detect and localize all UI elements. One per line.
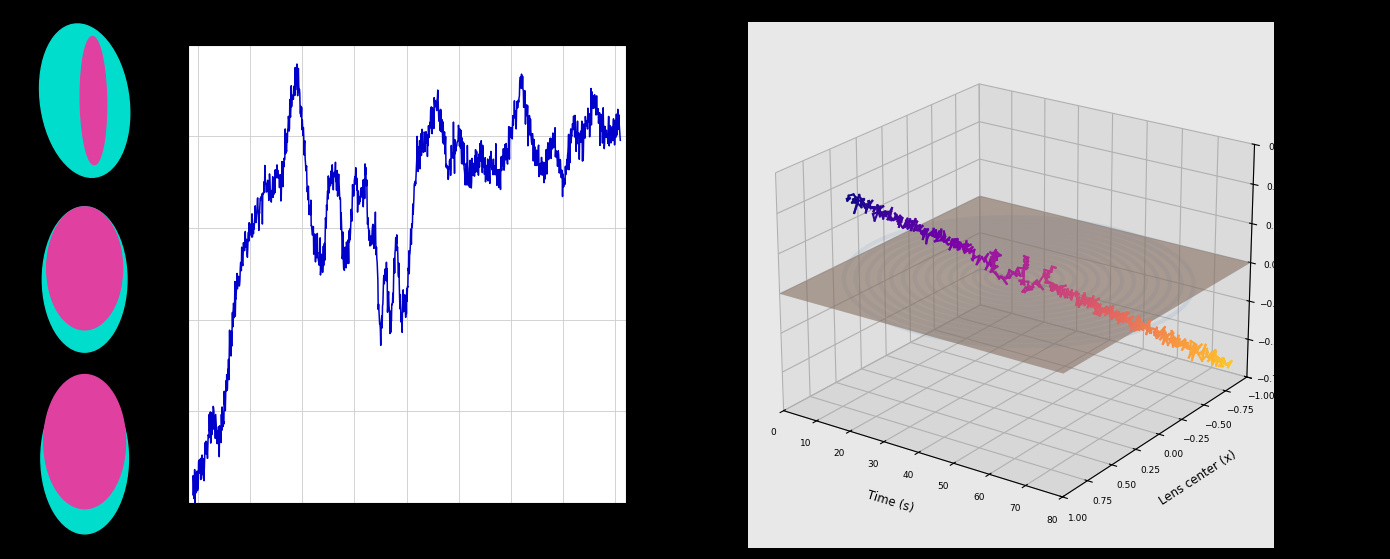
Ellipse shape (47, 207, 122, 330)
Ellipse shape (39, 24, 129, 177)
Y-axis label: Percentage: Percentage (143, 235, 157, 313)
Ellipse shape (81, 36, 107, 165)
Ellipse shape (40, 383, 128, 534)
Ellipse shape (42, 207, 126, 352)
Y-axis label: Lens center (x): Lens center (x) (1158, 448, 1238, 508)
X-axis label: Time (s): Time (s) (865, 489, 915, 515)
X-axis label: Time (s): Time (s) (378, 532, 435, 546)
Ellipse shape (43, 375, 125, 509)
